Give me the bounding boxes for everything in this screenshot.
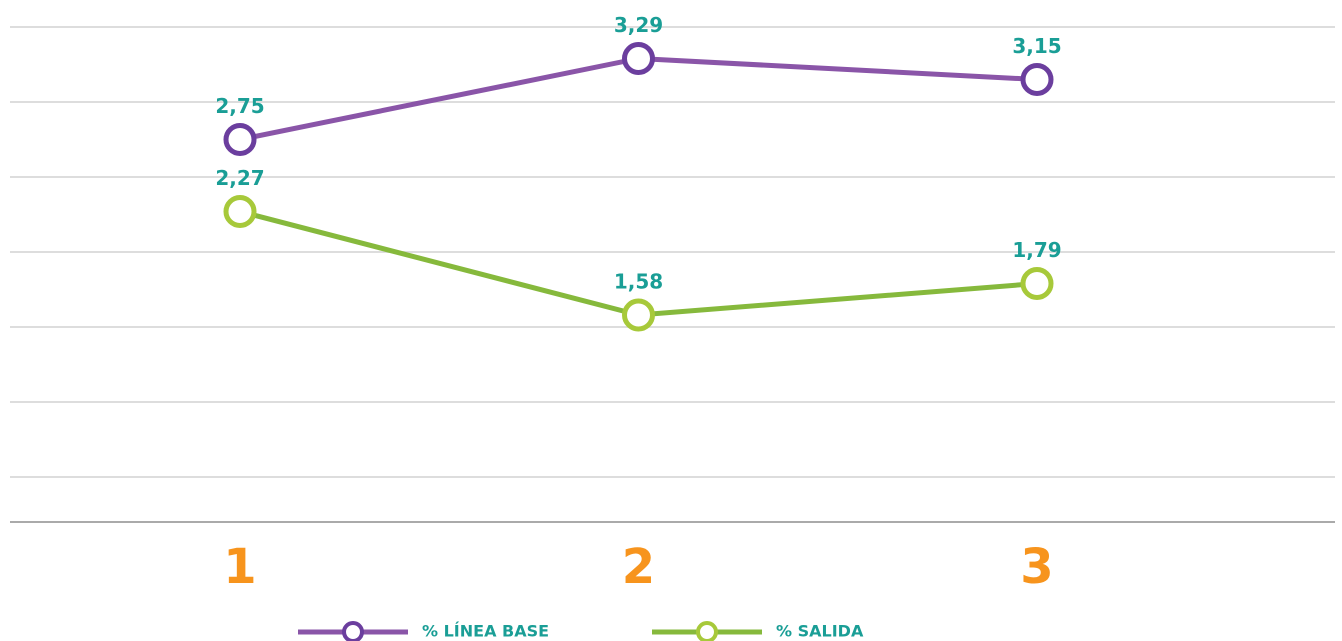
value-label: 3,29 — [614, 13, 663, 37]
value-label: 3,15 — [1012, 34, 1061, 58]
x-tick-label: 3 — [1020, 539, 1053, 595]
legend-label: % LÍNEA BASE — [422, 622, 549, 641]
legend-marker — [342, 621, 364, 641]
point — [223, 123, 257, 156]
point — [622, 298, 655, 332]
value-label: 2,75 — [215, 94, 264, 118]
point — [622, 42, 655, 75]
point — [1020, 267, 1054, 300]
x-tick-label: 2 — [622, 539, 655, 595]
value-label: 1,58 — [614, 270, 663, 294]
x-tick-label: 1 — [223, 539, 256, 595]
point — [1020, 63, 1054, 96]
value-label: 2,27 — [215, 166, 264, 190]
value-label: 1,79 — [1012, 238, 1061, 262]
legend-marker — [696, 621, 718, 641]
legend-label: % SALIDA — [776, 622, 864, 641]
point — [223, 195, 257, 228]
